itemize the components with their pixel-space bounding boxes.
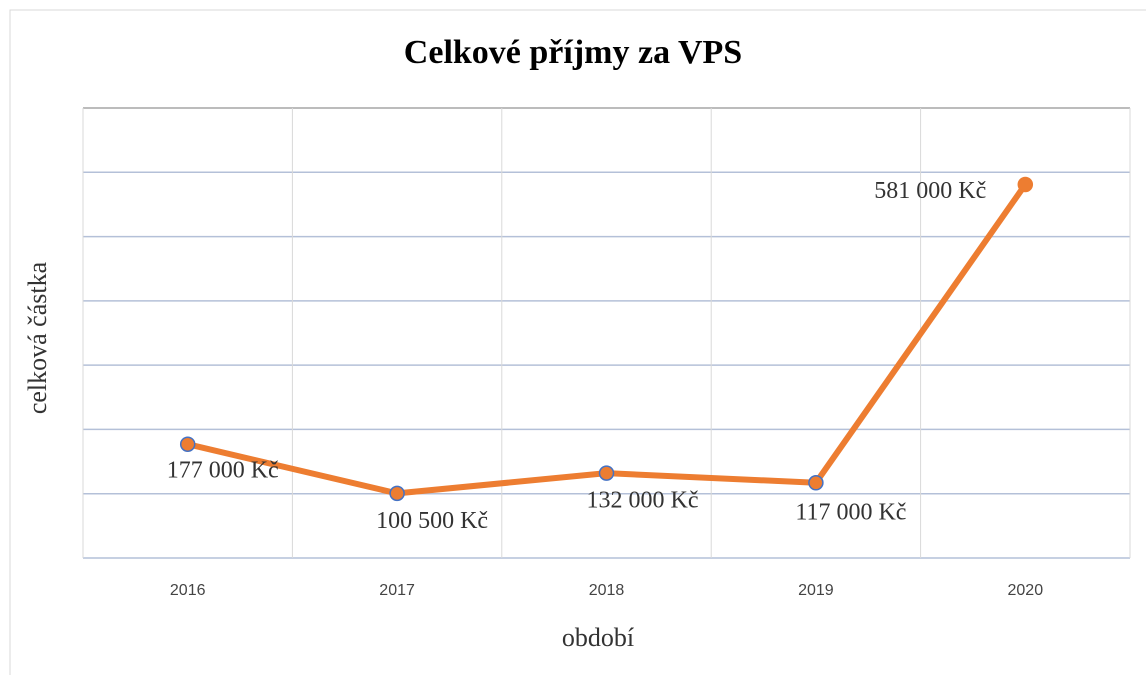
data-label: 100 500 Kč	[376, 508, 488, 534]
chart-title: Celkové příjmy za VPS	[404, 34, 742, 71]
x-tick-label: 2019	[798, 582, 834, 599]
x-tick-label: 2016	[170, 582, 206, 599]
x-tick-label: 2017	[379, 582, 415, 599]
chart-border	[9, 9, 1146, 675]
marker	[389, 485, 405, 502]
x-tick-label: 2018	[589, 582, 625, 599]
marker	[808, 475, 824, 491]
marker	[179, 436, 196, 452]
marker	[1017, 176, 1034, 193]
y-axis-label: celková částka	[23, 261, 52, 414]
x-tick-label: 2020	[1008, 582, 1044, 599]
data-label: 177 000 Kč	[167, 458, 279, 484]
data-label: 581 000 Kč	[874, 178, 986, 204]
data-label: 117 000 Kč	[795, 499, 906, 525]
marker	[598, 465, 615, 481]
x-axis-label: období	[562, 623, 634, 652]
data-label: 132 000 Kč	[587, 488, 699, 514]
